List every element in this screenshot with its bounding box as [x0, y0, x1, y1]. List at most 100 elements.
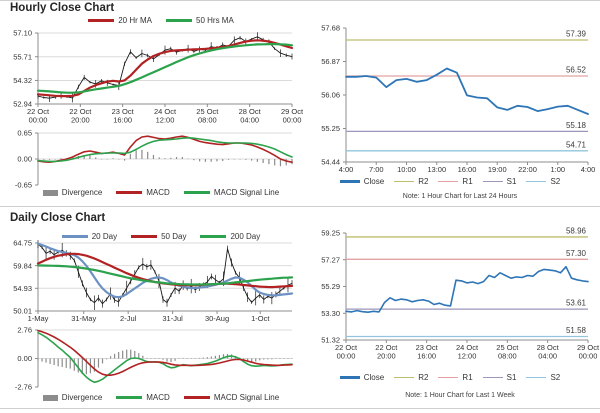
hourly-macd-legend: Divergence MACD MACD Signal Line — [30, 188, 292, 197]
legend-item-s1: S1 — [482, 373, 516, 382]
line-swatch — [526, 376, 547, 379]
svg-text:2.76: 2.76 — [17, 326, 32, 335]
svg-text:56.52: 56.52 — [566, 65, 587, 74]
pivot-line-s1: 55.18 — [346, 121, 588, 133]
weekly-pivot-note: Note: 1 Hour Chart for Last 1 Week — [405, 392, 515, 399]
svg-text:25 Oct: 25 Oct — [496, 343, 519, 352]
svg-text:22 Oct: 22 Oct — [27, 107, 50, 116]
svg-text:51.32: 51.32 — [321, 336, 340, 345]
series-macd-signal-line — [37, 137, 293, 163]
hourly-pivot-legend: Close R2 R1 S1 S2 — [315, 177, 585, 186]
svg-text:28 Oct: 28 Oct — [239, 107, 262, 116]
legend-item-50-day: 50 Day — [131, 232, 186, 241]
legend-label: 50 Hrs MA — [196, 16, 234, 25]
svg-text:4:00: 4:00 — [581, 165, 596, 174]
svg-text:57.27: 57.27 — [321, 255, 340, 264]
x-axis-labels: 1-May 31-May 2-Jul 31-Jul 30-Aug 1-Oct — [28, 311, 270, 323]
svg-text:00:00: 00:00 — [29, 116, 48, 125]
svg-text:22 Oct: 22 Oct — [335, 343, 358, 352]
svg-text:54.71: 54.71 — [566, 140, 587, 149]
y-axis-labels: 59.25 57.27 55.29 53.30 51.32 — [321, 229, 340, 345]
line-swatch — [200, 235, 227, 238]
line-swatch — [116, 396, 143, 399]
legend-item-20-day: 20 Day — [61, 232, 117, 241]
svg-text:55.29: 55.29 — [321, 282, 340, 291]
line-swatch — [131, 235, 158, 238]
svg-text:58.96: 58.96 — [566, 226, 587, 235]
daily-close-chart: 64.75 59.84 54.93 50.011-May 31-May 2-Jul 31-J… — [13, 239, 294, 323]
legend-label: R1 — [462, 373, 473, 382]
svg-text:16:00: 16:00 — [113, 116, 132, 125]
svg-text:7:00: 7:00 — [369, 165, 384, 174]
legend-label: Close — [363, 373, 385, 382]
legend-item-s2: S2 — [526, 373, 560, 382]
y-axis-labels: 57.68 56.87 56.06 55.25 54.44 — [321, 24, 340, 167]
gridlines — [38, 242, 292, 289]
svg-text:55.71: 55.71 — [13, 52, 32, 61]
svg-text:30-Aug: 30-Aug — [205, 314, 229, 323]
line-swatch — [339, 180, 360, 183]
axes — [343, 27, 588, 163]
svg-text:55.18: 55.18 — [566, 121, 587, 130]
top-divider — [0, 0, 600, 1]
bar-swatch — [42, 189, 58, 196]
legend-item-divergence: Divergence — [42, 393, 102, 402]
legend-item-r2: R2 — [394, 177, 428, 186]
y-axis-labels: 57.10 55.71 54.32 52.94 — [13, 29, 32, 109]
legend-label: 20 Hr MA — [118, 16, 152, 25]
line-swatch — [438, 376, 459, 379]
svg-text:50.01: 50.01 — [13, 307, 32, 316]
svg-text:04:00: 04:00 — [538, 352, 557, 361]
line-swatch — [482, 180, 503, 183]
y-axis-labels: 64.75 59.84 54.93 50.01 — [13, 239, 32, 316]
svg-text:23 Oct: 23 Oct — [416, 343, 439, 352]
svg-text:52.94: 52.94 — [13, 100, 32, 109]
legend-item-r1: R1 — [438, 177, 473, 186]
line-swatch — [183, 191, 210, 194]
daily-macd-legend: Divergence MACD MACD Signal Line — [30, 393, 292, 402]
line-swatch — [394, 180, 415, 183]
legend-label: R1 — [462, 177, 473, 186]
legend-item-divergence: Divergence — [42, 188, 102, 197]
hourly-ma-legend: 20 Hr MA 50 Hrs MA — [30, 16, 292, 25]
pivot-line-r2: 58.96 — [346, 226, 588, 238]
x-axis-labels: 4:00 7:00 10:00 13:00 16:00 19:00 22:00 1:00 4:0… — [339, 162, 596, 174]
svg-text:29 Oct: 29 Oct — [577, 343, 600, 352]
series-50-hrs-ma — [36, 43, 294, 94]
svg-text:-2.76: -2.76 — [15, 383, 32, 392]
legend-item-s2: S2 — [526, 177, 560, 186]
series-20-hr-ma — [36, 39, 294, 98]
svg-text:2-Jul: 2-Jul — [120, 314, 137, 323]
svg-text:23 Oct: 23 Oct — [112, 107, 135, 116]
svg-text:28 Oct: 28 Oct — [537, 343, 560, 352]
legend-item-s1: S1 — [482, 177, 516, 186]
weekly-pivot-legend: Close R2 R1 S1 S2 — [315, 373, 585, 382]
series-macd-signal-line — [37, 329, 293, 377]
line-swatch — [183, 396, 210, 399]
legend-label: Close — [363, 177, 385, 186]
legend-label: 200 Day — [230, 232, 261, 241]
middle-divider — [0, 206, 600, 207]
legend-item-macd: MACD — [116, 393, 170, 402]
legend-item-close: Close — [339, 373, 385, 382]
svg-text:54.44: 54.44 — [321, 158, 340, 167]
hourly-chart-title: Hourly Close Chart — [10, 2, 115, 14]
weekly-pivot-panel: 59.25 57.27 55.29 53.30 51.32 22 Oct 00:00 22 O… — [300, 207, 600, 413]
hourly-pivot-note: Note: 1 Hour Chart for Last 24 Hours — [402, 193, 518, 200]
legend-item-macd: MACD — [116, 188, 170, 197]
line-swatch — [438, 180, 459, 183]
svg-text:20:00: 20:00 — [71, 116, 90, 125]
legend-item-r1: R1 — [438, 373, 473, 382]
svg-text:22 Oct: 22 Oct — [375, 343, 398, 352]
legend-label: S2 — [550, 177, 561, 186]
series-close — [37, 240, 293, 310]
daily-chart-title: Daily Close Chart — [10, 212, 106, 224]
daily-close-panel: Daily Close Chart 20 Day 50 Day 200 Day 64… — [0, 207, 300, 413]
svg-text:54.32: 54.32 — [13, 76, 32, 85]
svg-text:0.00: 0.00 — [17, 354, 32, 363]
legend-item-20-hr-ma: 20 Hr MA — [88, 16, 152, 25]
